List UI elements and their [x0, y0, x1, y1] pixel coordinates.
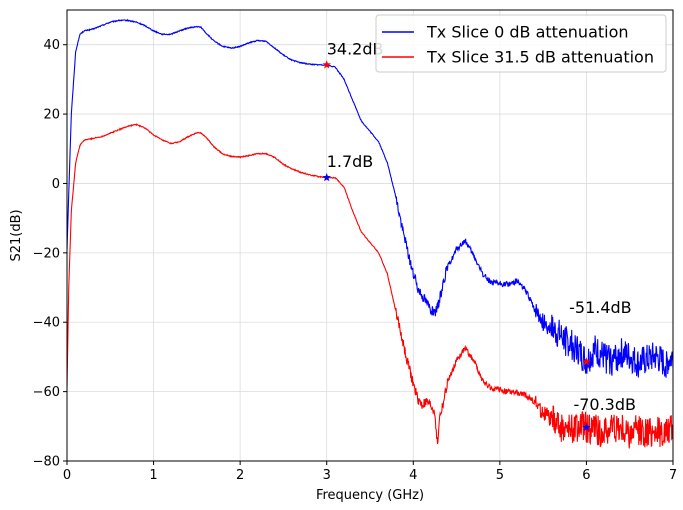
annotation-label-2: -51.4dB	[569, 298, 632, 317]
legend-label-0: Tx Slice 0 dB attenuation	[426, 23, 629, 42]
series-line-1	[67, 123, 673, 449]
legend-label-1: Tx Slice 31.5 dB attenuation	[426, 48, 654, 67]
x-tick-label-6: 6	[582, 468, 590, 483]
y-tick-label-6: 40	[43, 38, 60, 53]
annotation-marker-1	[322, 173, 331, 182]
x-tick-label-3: 3	[323, 468, 331, 483]
x-tick-label-0: 0	[63, 468, 71, 483]
series-line-0	[67, 18, 673, 378]
legend-layer: Tx Slice 0 dB attenuation Tx Slice 31.5 d…	[375, 14, 667, 73]
annotation-label-3: -70.3dB	[573, 395, 636, 414]
tick-layer: 0 1 2 3 4 5 6 7 −80 −60 −40 −20 0 20 40	[33, 38, 678, 483]
annotation-layer: 34.2dB 1.7dB -51.4dB -70.3dB	[322, 39, 636, 431]
label-layer: Frequency (GHz) S21(dB)	[9, 209, 424, 503]
annotation-label-0: 34.2dB	[327, 39, 384, 58]
annotation-marker-0	[322, 60, 331, 69]
x-axis-label: Frequency (GHz)	[316, 488, 424, 503]
x-tick-label-4: 4	[409, 468, 417, 483]
y-tick-label-4: 0	[52, 177, 60, 192]
annotation-label-1: 1.7dB	[327, 152, 374, 171]
y-tick-label-0: −80	[33, 455, 60, 470]
y-tick-label-3: −20	[33, 246, 60, 261]
series-layer	[67, 18, 673, 449]
y-tick-label-5: 20	[43, 108, 60, 123]
y-tick-label-2: −40	[33, 316, 60, 331]
legend-box	[375, 14, 667, 73]
x-tick-label-5: 5	[496, 468, 504, 483]
axes-frame	[66, 9, 674, 462]
y-tick-label-1: −60	[33, 385, 60, 400]
plot-background-layer	[67, 10, 673, 461]
annotation-marker-2	[582, 357, 591, 366]
x-tick-label-7: 7	[669, 468, 677, 483]
axes-layer	[66, 9, 674, 462]
x-tick-label-1: 1	[149, 468, 157, 483]
plot-area	[67, 10, 673, 461]
x-tick-label-2: 2	[236, 468, 244, 483]
y-axis-label: S21(dB)	[9, 209, 24, 261]
annotation-marker-3	[582, 422, 591, 431]
grid-layer	[66, 10, 674, 462]
